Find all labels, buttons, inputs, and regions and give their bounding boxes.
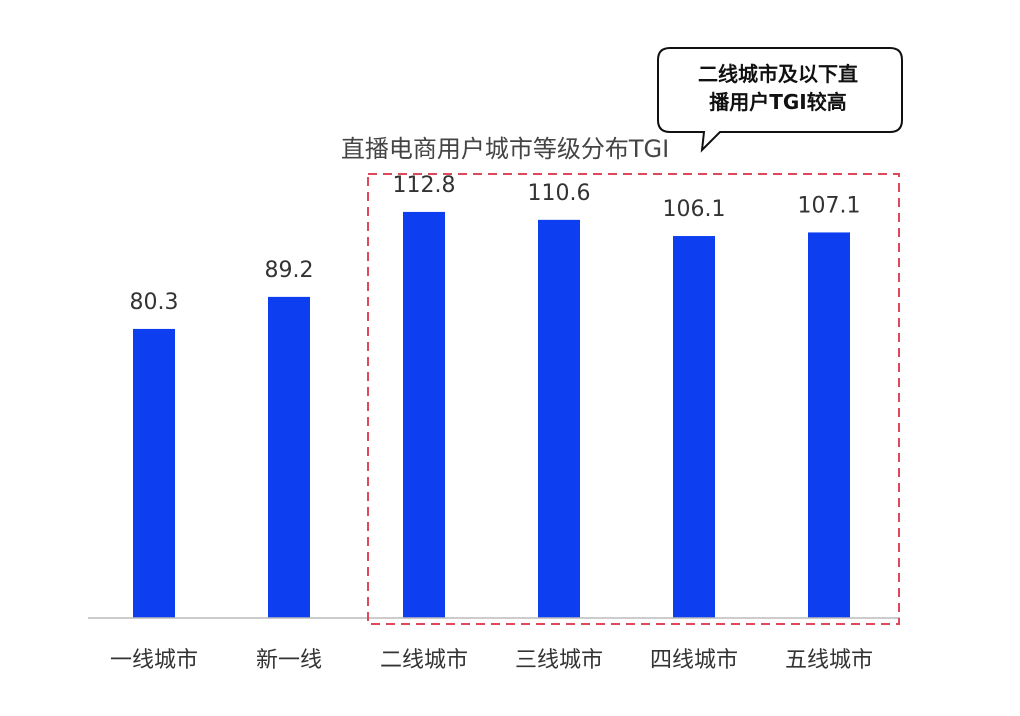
bar-3 bbox=[538, 219, 580, 618]
data-label-1: 89.2 bbox=[265, 258, 314, 283]
bars-group: 80.3 一线城市 89.2 新一线 112.8 二线城市 110.6 三线城市 106.1 四线… bbox=[110, 173, 873, 673]
callout-text: 二线城市及以下直 播用户TGI较高 bbox=[660, 60, 896, 116]
x-tick-label-5: 五线城市 bbox=[785, 648, 873, 673]
data-label-2: 112.8 bbox=[393, 173, 456, 198]
callout-line-2: 播用户TGI较高 bbox=[709, 90, 847, 114]
bar-0 bbox=[133, 328, 175, 618]
x-tick-label-2: 二线城市 bbox=[380, 648, 468, 673]
data-label-5: 107.1 bbox=[798, 193, 861, 218]
data-label-3: 110.6 bbox=[528, 181, 591, 206]
callout-line-1: 二线城市及以下直 bbox=[698, 62, 858, 86]
bar-1 bbox=[268, 296, 310, 618]
bar-4 bbox=[673, 236, 715, 619]
x-tick-label-1: 新一线 bbox=[256, 648, 322, 673]
bar-2 bbox=[403, 211, 445, 619]
highlight-box bbox=[367, 173, 900, 625]
data-label-4: 106.1 bbox=[663, 197, 726, 222]
callout-bubble bbox=[657, 47, 903, 153]
x-tick-label-0: 一线城市 bbox=[110, 648, 198, 673]
chart-title: 直播电商用户城市等级分布TGI bbox=[341, 135, 669, 163]
x-tick-label-4: 四线城市 bbox=[650, 648, 738, 673]
bar-5 bbox=[808, 232, 850, 618]
data-label-0: 80.3 bbox=[130, 290, 179, 315]
x-tick-label-3: 三线城市 bbox=[515, 648, 603, 673]
